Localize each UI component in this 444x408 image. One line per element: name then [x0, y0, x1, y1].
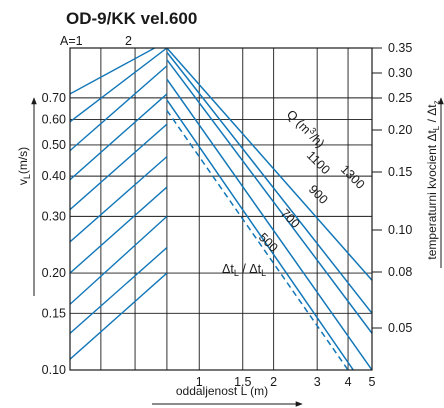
a-lines: [70, 48, 168, 360]
a-line-2: [70, 215, 168, 305]
y-left-tick-2: 0.50: [42, 138, 66, 152]
x-tick-1: 1.5: [234, 375, 251, 389]
y-left-tick-4: 0.30: [42, 209, 66, 223]
plot-frame: [69, 47, 373, 371]
y-right-ticks: 0.35 0.30 0.25 0.20 0.15 0.10 0.08 0.05: [372, 41, 412, 335]
x-tick-4: 4: [345, 375, 352, 389]
series-label-1300: 1300: [338, 162, 368, 192]
y-right-tick-2: 0.25: [388, 91, 412, 105]
series-line-5: [166, 109, 349, 370]
a-label-1: A=1: [60, 34, 83, 48]
y-right-tick-4: 0.15: [388, 165, 412, 179]
y-right-tick-0: 0.35: [388, 41, 412, 55]
series-line-2: [166, 59, 372, 334]
x-ticks: 1 1.5 2 3 4 5: [196, 375, 376, 389]
a-line-3: [70, 186, 168, 274]
series-line-3: [166, 51, 372, 314]
a-label-2: 2: [125, 34, 132, 48]
series-line-0: [166, 99, 354, 370]
y-left-label: vL(m/s): [16, 147, 32, 185]
y-left-tick-0: 0.70: [42, 91, 66, 105]
y-right-tick-3: 0.20: [388, 123, 412, 137]
y-right-tick-5: 0.10: [388, 223, 412, 237]
y-right-tick-6: 0.08: [388, 265, 412, 279]
y-right-label: temperaturni kvocient ΔtL / Δtz: [425, 100, 441, 259]
y-left-tick-1: 0.60: [42, 112, 66, 126]
series-lines: [166, 48, 372, 370]
a-line-6: [70, 93, 168, 181]
series-label-900: 900: [306, 182, 331, 207]
x-tick-5: 5: [369, 375, 376, 389]
a-line-8: [70, 48, 168, 123]
temp-ratio-label: ΔtL / ΔtL: [222, 262, 266, 278]
x-tick-3: 3: [314, 375, 321, 389]
plot-border: [69, 47, 373, 371]
a-line-0: [70, 272, 168, 360]
grid: [70, 48, 372, 371]
x-axis-label: oddaljenost L (m): [176, 384, 268, 398]
a-line-9: [70, 48, 155, 95]
a-line-4: [70, 156, 168, 243]
series-line-1: [166, 78, 372, 370]
flow-label: Q (m3/h): [284, 106, 329, 151]
chart-title: OD-9/KK vel.600: [66, 9, 197, 28]
x-tick-2: 2: [270, 375, 277, 389]
a-line-7: [70, 65, 168, 152]
x-tick-0: 1: [196, 375, 203, 389]
a-line-5: [70, 123, 168, 211]
y-left-tick-3: 0.40: [42, 169, 66, 183]
series-label-700: 700: [278, 206, 303, 231]
y-left-ticks: 0.70 0.60 0.50 0.40 0.30 0.20 0.15 0.10: [42, 91, 66, 377]
y-right-tick-1: 0.30: [388, 66, 412, 80]
a-line-1: [70, 247, 168, 334]
y-left-tick-5: 0.20: [42, 266, 66, 280]
y-left-tick-6: 0.15: [42, 306, 66, 320]
y-right-tick-7: 0.05: [388, 321, 412, 335]
series-line-4: [166, 48, 372, 281]
y-left-tick-7: 0.10: [42, 363, 66, 377]
series-label-1100: 1100: [304, 148, 333, 177]
